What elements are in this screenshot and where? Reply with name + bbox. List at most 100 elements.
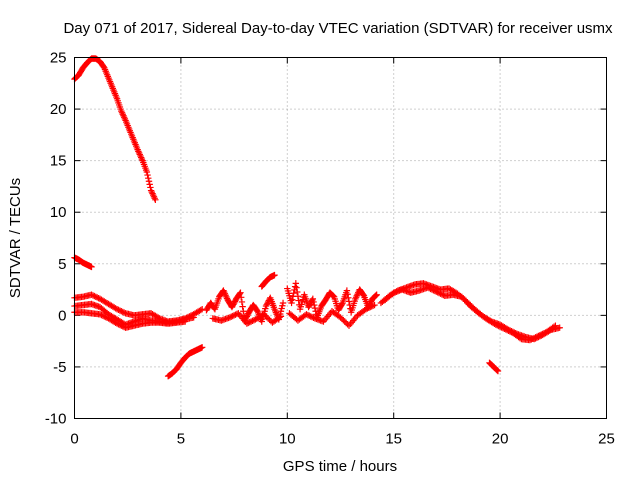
data-point (496, 323, 504, 330)
data-point (303, 311, 310, 318)
data-point (233, 310, 241, 318)
data-point (198, 344, 206, 351)
data-point (310, 314, 317, 321)
data-point (249, 317, 256, 325)
data-point (368, 303, 375, 310)
x-axis: 0 5 10 15 20 25 (70, 57, 615, 448)
data-point (231, 298, 239, 305)
data-point (119, 308, 126, 316)
data-point (501, 325, 508, 332)
data-point (306, 312, 313, 319)
data-point (101, 313, 108, 320)
data-point (550, 323, 558, 330)
data-point (430, 287, 437, 294)
data-point (291, 283, 299, 290)
series-late-band-lower (381, 284, 559, 344)
data-point (329, 292, 336, 299)
data-point (116, 307, 124, 314)
series-peak-9 (258, 271, 278, 290)
data-point (243, 320, 251, 327)
data-point (310, 298, 317, 306)
data-point (556, 324, 563, 331)
y-tick-label: 0 (58, 307, 66, 324)
data-point (367, 303, 374, 311)
data-point (115, 306, 122, 314)
series-band-lower (71, 309, 189, 331)
plot-marks (71, 55, 563, 380)
data-point (118, 308, 125, 315)
data-point (190, 314, 197, 321)
data-point (100, 63, 107, 70)
data-point (307, 313, 314, 320)
x-tick-label: 20 (492, 431, 509, 448)
plot-frame (74, 57, 607, 419)
data-point (260, 311, 268, 318)
data-point (96, 311, 104, 318)
data-point (516, 334, 524, 342)
data-point (431, 287, 439, 295)
data-point (289, 296, 296, 303)
data-point (145, 178, 153, 185)
chart-title: Day 071 of 2017, Sidereal Day-to-day VTE… (63, 20, 613, 37)
data-point (240, 308, 247, 315)
data-point (428, 286, 436, 293)
data-point (427, 285, 434, 293)
series-mid-cluster-d (286, 301, 378, 329)
series-mid-cluster-c (284, 280, 380, 321)
x-tick-label: 5 (177, 431, 185, 448)
data-point (345, 294, 352, 302)
data-point (243, 313, 251, 320)
data-point (532, 334, 539, 341)
data-point (372, 292, 380, 299)
data-point (144, 171, 151, 179)
data-point (264, 315, 272, 322)
data-point (540, 330, 548, 337)
data-point (263, 313, 270, 321)
data-point (229, 302, 236, 309)
data-point (271, 271, 278, 279)
data-point (229, 312, 236, 320)
data-point (309, 295, 317, 303)
x-axis-label: GPS time / hours (283, 458, 397, 475)
data-point (362, 305, 370, 313)
data-point (371, 301, 378, 309)
y-tick-label: 15 (50, 153, 67, 170)
data-point (152, 196, 159, 204)
data-point (552, 322, 559, 329)
data-point (424, 284, 431, 291)
data-point (253, 307, 260, 314)
data-point (247, 318, 255, 325)
data-point (263, 301, 270, 308)
data-point (530, 334, 538, 342)
data-point (290, 289, 297, 297)
data-point (536, 332, 544, 339)
data-point (345, 298, 353, 305)
data-point (230, 312, 238, 319)
data-point (506, 328, 514, 335)
data-point (494, 367, 502, 375)
data-point (502, 326, 509, 333)
data-point (505, 327, 512, 335)
data-point (294, 288, 301, 296)
data-point (438, 291, 446, 298)
data-point (342, 319, 350, 327)
data-point (304, 311, 312, 319)
y-tick-label: 10 (50, 204, 67, 221)
y-tick-label: 20 (50, 101, 67, 118)
data-point (230, 299, 238, 307)
data-point (236, 290, 243, 297)
data-point (93, 294, 101, 301)
data-point (262, 302, 270, 310)
data-point (367, 298, 375, 305)
data-point (344, 291, 351, 298)
data-point (499, 324, 507, 332)
data-point (535, 332, 542, 340)
data-point (437, 290, 444, 297)
data-point (279, 302, 286, 309)
data-point (292, 280, 300, 287)
data-point (91, 292, 98, 300)
data-point (338, 315, 346, 322)
data-point (226, 314, 234, 321)
